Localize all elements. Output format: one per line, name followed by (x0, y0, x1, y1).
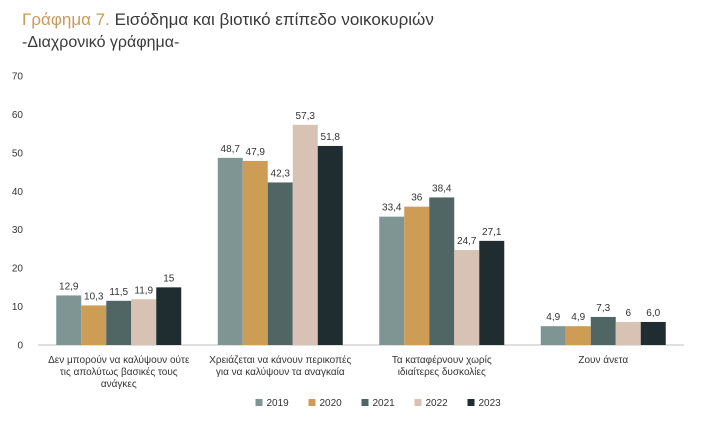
legend-label-2021: 2021 (373, 398, 396, 409)
y-tick-label: 70 (12, 72, 24, 83)
data-label-2022-cat2: 57,3 (296, 111, 316, 122)
bar-2020-cat3 (404, 206, 430, 345)
chart-title-block: Γράφημα 7. Εισόδημα και βιοτικό επίπεδο … (22, 8, 434, 54)
chart-title-text: Εισόδημα και βιοτικό επίπεδο νοικοκυριών (114, 10, 434, 29)
bar-2020-cat1 (81, 305, 107, 345)
chart-title: Γράφημα 7. Εισόδημα και βιοτικό επίπεδο … (22, 8, 434, 32)
category-label: Ζουν άνετα (578, 354, 628, 366)
y-tick-label: 0 (17, 341, 23, 352)
category-label: για να καλύψουν τα αναγκαία (216, 366, 345, 378)
data-label-2019-cat1: 12,9 (59, 281, 79, 292)
bar-2021-cat4 (590, 316, 616, 345)
y-tick-label: 20 (12, 264, 24, 275)
bar-2019-cat3 (379, 216, 405, 345)
bar-2022-cat1 (131, 299, 157, 345)
data-label-2019-cat2: 48,7 (221, 144, 241, 155)
bar-2023-cat1 (156, 287, 182, 345)
data-label-2020-cat2: 47,9 (246, 147, 266, 158)
bar-2022-cat3 (454, 250, 480, 345)
data-label-2022-cat4: 6 (625, 308, 631, 319)
data-label-2023-cat3: 27,1 (482, 227, 502, 238)
category-label: Δεν μπορούν να καλύψουν ούτε (48, 354, 190, 366)
y-tick-label: 10 (12, 302, 24, 313)
legend-label-2020: 2020 (320, 398, 343, 409)
data-label-2023-cat2: 51,8 (321, 132, 341, 143)
legend-swatch-2020 (308, 399, 316, 406)
data-label-2019-cat4: 4,9 (546, 312, 560, 323)
data-label-2022-cat1: 11,9 (134, 285, 153, 296)
category-label: Χρειάζεται να κάνουν περικοπές (209, 354, 351, 366)
data-label-2023-cat1: 15 (163, 273, 175, 284)
legend-swatch-2022 (414, 399, 422, 406)
data-label-2021-cat1: 11,5 (109, 287, 128, 298)
bar-2019-cat4 (540, 326, 566, 345)
bar-2022-cat4 (615, 321, 641, 345)
data-label-2020-cat4: 4,9 (571, 312, 585, 323)
chart-title-prefix: Γράφημα 7. (22, 10, 110, 29)
category-label: ανάγκες (101, 378, 137, 390)
data-label-2021-cat4: 7,3 (596, 303, 610, 314)
bar-2020-cat4 (565, 326, 591, 345)
y-tick-label: 30 (12, 225, 24, 236)
category-label: ιδιαίτερες δυσκολίες (398, 366, 486, 378)
legend-swatch-2023 (467, 399, 475, 406)
bar-2021-cat2 (267, 182, 293, 345)
bar-2021-cat3 (429, 197, 455, 345)
category-label: τις απολύτως βασικές τους (60, 366, 178, 378)
bar-2022-cat2 (292, 124, 318, 345)
bar-2019-cat1 (56, 295, 82, 345)
data-label-2020-cat1: 10,3 (84, 291, 104, 302)
legend-label-2019: 2019 (267, 398, 290, 409)
data-label-2023-cat4: 6,0 (646, 308, 660, 319)
legend-label-2022: 2022 (426, 398, 449, 409)
y-tick-label: 50 (12, 148, 24, 159)
y-tick-label: 60 (12, 110, 24, 121)
bar-2020-cat2 (242, 160, 268, 345)
bar-2021-cat1 (106, 300, 132, 345)
data-label-2019-cat3: 33,4 (382, 203, 402, 214)
data-label-2022-cat3: 24,7 (457, 236, 477, 247)
legend-swatch-2021 (361, 399, 369, 406)
data-label-2020-cat3: 36 (411, 193, 423, 204)
bar-2023-cat4 (640, 321, 666, 345)
y-tick-label: 40 (12, 187, 24, 198)
category-label: Τα καταφέρνουν χωρίς (392, 354, 492, 366)
bar-2023-cat3 (479, 240, 505, 345)
legend-swatch-2019 (255, 399, 263, 406)
bar-2023-cat2 (317, 145, 343, 345)
bar-2019-cat2 (217, 157, 243, 345)
data-label-2021-cat3: 38,4 (432, 183, 452, 194)
chart-subtitle: -Διαχρονικό γράφημα- (22, 34, 180, 51)
data-label-2021-cat2: 42,3 (271, 168, 291, 179)
legend-label-2023: 2023 (479, 398, 502, 409)
